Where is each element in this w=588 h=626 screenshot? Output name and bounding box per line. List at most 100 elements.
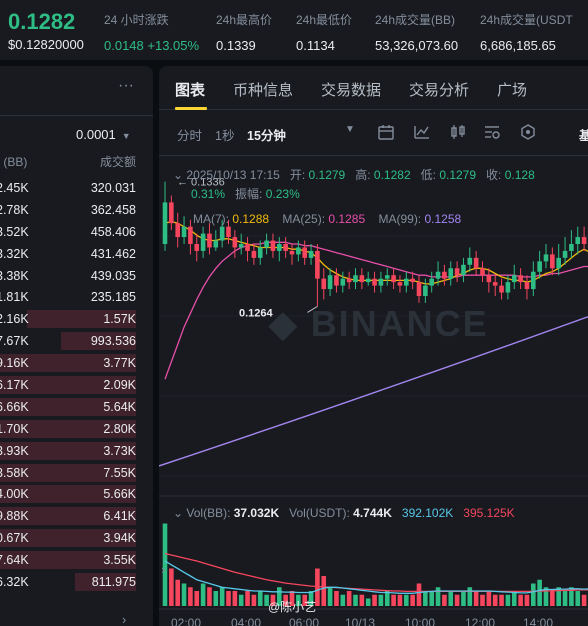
- chart-panel: 图表 币种信息 交易数据 交易分析 广场 ▼ 基 分时 1秒 15分钟 ◆ BINANCE ←…: [159, 66, 588, 626]
- volume-bar: [308, 591, 314, 606]
- order-book-row[interactable]: 2.45K 320.031: [0, 177, 153, 199]
- order-amount: 3.93K: [0, 443, 29, 458]
- volume-bar: [518, 594, 523, 606]
- volume-bar: [346, 591, 352, 606]
- interval-0[interactable]: 分时: [177, 129, 203, 143]
- order-book: ··· 0.0001 ▼ 量 (BB) 成交额 2.45K 320.031 2.78K…: [0, 66, 153, 626]
- ma99-label: MA(99):: [378, 212, 422, 226]
- order-book-row[interactable]: 7.67K 993.536: [0, 330, 153, 352]
- order-amount: 3.58K: [0, 465, 29, 480]
- volume-bar: [505, 594, 511, 606]
- volume-bar: [207, 587, 212, 606]
- volume-bar: [181, 583, 187, 606]
- candle-body: [270, 240, 276, 251]
- candle-body: [435, 271, 441, 279]
- order-amount: 6.17K: [0, 378, 29, 393]
- candle-body: [315, 250, 320, 279]
- order-book-row[interactable]: 2.78K 362.458: [0, 199, 153, 221]
- depth-bar: [0, 354, 136, 373]
- chevron-down-icon[interactable]: ⌄: [173, 168, 187, 182]
- order-book-row[interactable]: 0.67K 3.94K: [0, 527, 153, 549]
- order-book-row[interactable]: 3.93K 3.73K: [0, 440, 153, 462]
- chart-canvas[interactable]: ◆ BINANCE ← 0.1336 0.1264 ›: [159, 156, 588, 626]
- candle-body: [169, 202, 174, 224]
- order-book-row[interactable]: 1.70K 2.80K: [0, 418, 153, 440]
- interval-dropdown[interactable]: ▼: [345, 124, 355, 135]
- volume-bar: [423, 591, 428, 606]
- hexagon-icon[interactable]: [519, 123, 537, 141]
- precision-select[interactable]: 0.0001 ▼: [76, 127, 131, 142]
- ohlc-info: ⌄ 2025/10/13 17:15 开: 0.1279 高: 0.1282 低…: [173, 166, 535, 183]
- depth-bar: [61, 332, 136, 351]
- candle-body: [346, 278, 352, 283]
- candle-body: [251, 250, 257, 258]
- volume-bar: [429, 591, 434, 606]
- ticker-stat-label: 24h成交量(BB): [375, 13, 456, 27]
- order-book-row[interactable]: 3.32K 431.462: [0, 243, 153, 265]
- volume-ma1-line: [164, 560, 588, 594]
- candle-body: [423, 285, 428, 296]
- more-text[interactable]: 基: [579, 129, 588, 143]
- order-book-row[interactable]: 2.16K 1.57K: [0, 308, 153, 330]
- volume-bar: [226, 591, 231, 606]
- tab-3[interactable]: 交易分析: [409, 82, 470, 99]
- order-book-row[interactable]: 9.88K 6.41K: [0, 505, 153, 527]
- volume-bar: [219, 587, 225, 606]
- volume-bar: [543, 587, 549, 606]
- ticker-stat-label: 24h成交量(USDT: [480, 13, 573, 27]
- candle-body: [442, 271, 447, 279]
- volume-bar: [442, 594, 447, 606]
- amplitude-value: 0.23%: [265, 187, 300, 201]
- ma7-label: MA(7):: [193, 212, 229, 226]
- ma25-value: 0.1285: [328, 212, 366, 226]
- chevron-right-icon[interactable]: ›: [122, 612, 127, 626]
- candle-body: [473, 257, 479, 269]
- order-amount: 2.78K: [0, 202, 29, 217]
- ticker-stat-value: 0.1134: [296, 38, 335, 53]
- low-marker: 0.1264: [239, 307, 274, 319]
- indicator-line-icon[interactable]: [413, 123, 431, 141]
- order-book-row[interactable]: 3.52K 458.406: [0, 221, 153, 243]
- column-header-total: 成交额: [99, 155, 136, 169]
- volume-bar: [467, 587, 473, 606]
- order-book-row[interactable]: 9.16K 3.77K: [0, 352, 153, 374]
- order-book-row[interactable]: 3.38K 439.035: [0, 265, 153, 287]
- order-book-row[interactable]: 3.58K 7.55K: [0, 462, 153, 484]
- order-amount: 4.00K: [0, 487, 29, 502]
- depth-bar: [0, 551, 136, 570]
- order-book-row[interactable]: 4.00K 5.66K: [0, 483, 153, 505]
- time-tick: 10/13: [345, 616, 376, 626]
- calendar-icon[interactable]: [377, 123, 395, 141]
- more-icon[interactable]: ···: [118, 77, 134, 94]
- candle-body: [340, 278, 346, 286]
- chevron-left-icon[interactable]: ›: [161, 563, 166, 577]
- order-book-row[interactable]: 1.81K 235.185: [0, 286, 153, 308]
- volume-bar: [378, 594, 384, 606]
- order-book-row[interactable]: 6.32K 811.975: [0, 571, 153, 593]
- tab-1[interactable]: 币种信息: [233, 82, 294, 99]
- tab-0[interactable]: 图表: [175, 82, 206, 99]
- order-total: 5.66K: [103, 487, 136, 502]
- ticker-stat: 24h成交量(USDT 6,686,185.65: [480, 11, 573, 53]
- kline-chart[interactable]: ◆ BINANCE ← 0.1336 0.1264 › ⌄ 2025/10/13 17…: [159, 156, 588, 626]
- time-tick: 04:00: [231, 616, 262, 626]
- settings-list-icon[interactable]: [483, 123, 501, 141]
- order-book-row[interactable]: 6.66K 5.64K: [0, 396, 153, 418]
- tab-2[interactable]: 交易数据: [321, 82, 382, 99]
- interval-2[interactable]: 15分钟: [247, 129, 286, 143]
- chevron-down-icon: ▼: [121, 131, 131, 141]
- interval-1[interactable]: 1秒: [215, 129, 235, 143]
- open-label: 开:: [289, 168, 306, 182]
- volume-bar: [473, 591, 479, 606]
- order-total: 2.80K: [103, 421, 136, 436]
- volume-bar: [499, 594, 504, 606]
- tab-4[interactable]: 广场: [497, 82, 528, 99]
- order-book-row[interactable]: 6.17K 2.09K: [0, 374, 153, 396]
- candle-body: [194, 244, 200, 251]
- candle-icon[interactable]: [449, 123, 467, 141]
- order-book-row[interactable]: 7.64K 3.55K: [0, 549, 153, 571]
- candle-body: [581, 237, 587, 244]
- candle-body: [454, 268, 460, 276]
- volume-bar: [372, 594, 377, 606]
- chevron-down-icon[interactable]: ⌄: [173, 506, 187, 520]
